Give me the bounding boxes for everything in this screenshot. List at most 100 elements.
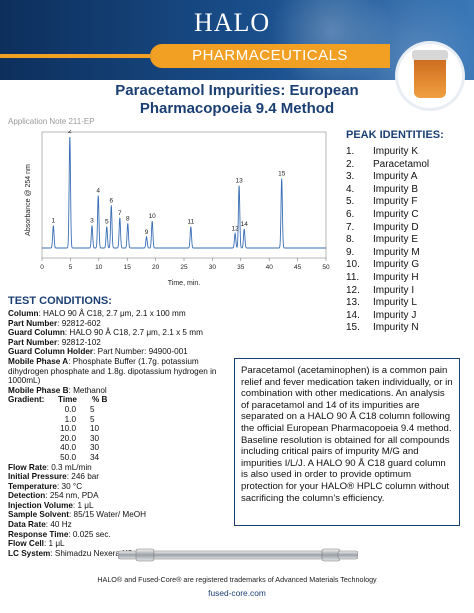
peak-label: 2 (68, 130, 72, 135)
gradient-row: 40.0 30 (38, 443, 238, 453)
peak-name: Impurity F (373, 196, 418, 208)
test-conditions-title: TEST CONDITIONS: (8, 295, 112, 307)
mobile-phase-b-value: : Methanol (68, 385, 107, 395)
peak-number: 3. (346, 171, 355, 183)
title-line-1: Paracetamol Impurities: European (115, 82, 359, 99)
peak-label: 4 (96, 187, 100, 194)
x-axis-ticks: 0 5 10 15 20 25 30 35 40 45 50 (40, 258, 330, 271)
part-number-value: : 92812-602 (57, 318, 101, 328)
gradient-table: 0.0 5 1.0 5 10.0 10 20.0 30 40.0 30 50.0 34 (8, 405, 238, 463)
flow-cell-value: : 1 μL (43, 539, 65, 549)
peak-name: Impurity E (373, 234, 419, 246)
peak-identity-item: 1. Impurity K (346, 146, 429, 159)
peak-identity-item: 15. Impurity N (346, 322, 429, 335)
guard-part-number-label: Part Number (8, 337, 58, 347)
peak-identity-item: 8. Impurity E (346, 234, 429, 247)
gradient-row: 1.0 5 (38, 415, 238, 425)
peak-name: Impurity D (373, 221, 419, 233)
description-box: Paracetamol (acetaminophen) is a common … (234, 358, 460, 526)
response-time-label: Response Time (8, 529, 69, 539)
temperature-label: Temperature (8, 481, 57, 491)
gradient-time: 10.0 (60, 424, 76, 434)
mobile-phase-a-label: Mobile Phase A (8, 356, 69, 366)
peak-name: Impurity N (373, 322, 419, 334)
product-image (398, 44, 462, 108)
peak-label: 1 (52, 218, 56, 225)
guard-column-value: : HALO 90 Å C18, 2.7 μm, 2.1 x 5 mm (64, 328, 203, 338)
x-tick-label: 20 (152, 264, 160, 271)
peak-label: 14 (241, 221, 249, 228)
peak-identity-item: 13. Impurity L (346, 297, 429, 310)
peak-label: 5 (105, 219, 109, 226)
peak-label: 7 (118, 210, 122, 217)
detection-label: Detection (8, 491, 46, 501)
peak-label: 15 (278, 171, 286, 178)
peak-label: 6 (109, 197, 113, 204)
peak-name: Impurity H (373, 271, 419, 283)
band-stripe (0, 54, 150, 58)
peak-number: 1. (346, 146, 355, 157)
gradient-b: 5 (90, 404, 95, 414)
peak-identity-item: 10. Impurity G (346, 259, 429, 272)
flow-rate-label: Flow Rate (8, 462, 47, 472)
gradient-time: 50.0 (60, 452, 76, 462)
peak-name: Impurity B (373, 183, 419, 195)
peak-label: 12 (232, 225, 240, 232)
gradient-time: 0.0 (64, 404, 76, 414)
trademark-note: HALO® and Fused-Core® are registered tra… (97, 575, 377, 584)
halo-logo: HALO (194, 8, 271, 37)
peak-label: 8 (126, 215, 130, 222)
peak-identity-item: 2. Paracetamol (346, 159, 429, 172)
holder-label: Guard Column Holder (8, 347, 94, 357)
x-tick-label: 40 (266, 264, 274, 271)
x-tick-label: 25 (180, 264, 188, 271)
peak-label: 11 (187, 219, 194, 226)
peak-identity-item: 5. Impurity F (346, 196, 429, 209)
peak-number: 14. (346, 309, 360, 321)
flow-rate-value: : 0.3 mL/min (46, 462, 92, 472)
peak-identity-item: 7. Impurity D (346, 222, 429, 235)
website-link[interactable]: fused-core.com (208, 588, 266, 598)
peak-number: 2. (346, 158, 355, 170)
temperature-value: : 30 °C (57, 481, 83, 491)
mobile-phase-a-line-3: 1000mL) (8, 376, 41, 386)
peak-number: 12. (346, 284, 360, 296)
data-rate-label: Data Rate (8, 520, 46, 530)
x-tick-label: 45 (294, 264, 302, 271)
x-tick-label: 50 (322, 264, 330, 271)
gradient-b: 30 (90, 443, 100, 453)
gradient-time: 40.0 (60, 443, 76, 453)
jar-lid-icon (412, 50, 448, 60)
data-rate-value: : 40 Hz (45, 520, 72, 530)
gradient-time: 1.0 (64, 414, 76, 424)
title-line-2: Pharmacopoeia 9.4 Method (139, 100, 335, 117)
peak-label: 9 (145, 229, 149, 236)
peak-label: 3 (90, 218, 94, 225)
x-tick-label: 30 (209, 264, 217, 271)
mobile-phase-b-label: Mobile Phase B (8, 385, 69, 395)
gradient-b: 30 (90, 433, 100, 443)
peak-name: Paracetamol (373, 158, 430, 170)
chromatogram-trace (42, 137, 326, 249)
app-note-label: Application Note 211-EP (8, 117, 95, 126)
peak-label: 10 (149, 213, 157, 220)
gradient-b-header: % B (92, 395, 108, 405)
mobile-phase-a-value: : Phosphate Buffer (1.7g. potassium (68, 356, 199, 366)
peak-number: 6. (346, 208, 355, 220)
x-tick-label: 35 (237, 264, 245, 271)
gradient-b: 10 (90, 424, 100, 434)
peak-name: Impurity K (373, 146, 419, 157)
peak-number: 13. (346, 297, 360, 309)
peak-identity-item: 9. Impurity M (346, 247, 429, 260)
peak-identity-item: 3. Impurity A (346, 171, 429, 184)
page-title: Paracetamol Impurities: European Pharmac… (100, 82, 374, 118)
x-tick-label: 10 (95, 264, 103, 271)
peak-label: 13 (235, 177, 243, 184)
peak-name: Impurity J (373, 309, 417, 321)
peak-number: 10. (346, 259, 360, 271)
gradient-b: 34 (90, 452, 100, 462)
gradient-b: 5 (90, 414, 95, 424)
peak-name: Impurity I (373, 284, 415, 296)
column-value: : HALO 90 Å C18, 2.7 μm, 2.1 x 100 mm (38, 309, 186, 318)
